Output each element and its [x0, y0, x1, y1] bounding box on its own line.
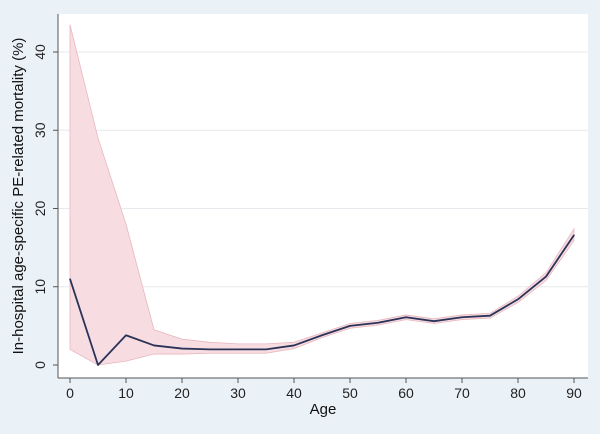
y-tick-label: 40: [32, 44, 48, 60]
x-tick-label: 80: [510, 385, 526, 401]
data-point: [209, 348, 211, 350]
data-point: [237, 348, 239, 350]
data-point: [349, 325, 351, 327]
series-group: [69, 234, 575, 366]
x-tick-label: 10: [118, 385, 134, 401]
data-point: [545, 275, 547, 278]
x-tick-label: 50: [342, 385, 358, 401]
data-point: [181, 347, 183, 350]
gridlines: [58, 51, 588, 288]
data-point: [517, 298, 519, 300]
confidence-band-group: [69, 24, 575, 366]
data-point: [405, 316, 407, 318]
x-tick-label: 30: [230, 385, 246, 401]
y-tick-label: 30: [32, 122, 48, 138]
data-point: [97, 364, 99, 366]
data-point: [433, 320, 435, 322]
x-tick-label: 90: [566, 385, 582, 401]
data-point: [69, 278, 71, 280]
confidence-band: [69, 24, 575, 366]
data-point: [321, 334, 323, 336]
y-tick-label: 20: [32, 201, 48, 217]
data-point: [573, 234, 575, 236]
y-tick-label: 10: [32, 279, 48, 295]
data-point: [461, 316, 463, 318]
axes-group: 0 10 20 30 40 50 60 70 80 90 0 10 20 30 40: [32, 14, 588, 401]
x-tick-label: 60: [398, 385, 414, 401]
data-point: [265, 348, 267, 350]
data-point: [153, 344, 155, 347]
x-tick-label: 0: [66, 385, 74, 401]
data-point: [377, 322, 379, 324]
x-axis-label: Age: [310, 401, 337, 418]
x-tick-label: 20: [174, 385, 190, 401]
x-tick-label: 70: [454, 385, 470, 401]
y-axis-label: In-hospital age-specific PE-related mort…: [10, 38, 27, 355]
y-tick-label: 0: [32, 361, 48, 369]
data-point: [125, 334, 127, 336]
data-point: [293, 344, 295, 347]
data-point: [489, 315, 491, 317]
x-tick-label: 40: [286, 385, 302, 401]
